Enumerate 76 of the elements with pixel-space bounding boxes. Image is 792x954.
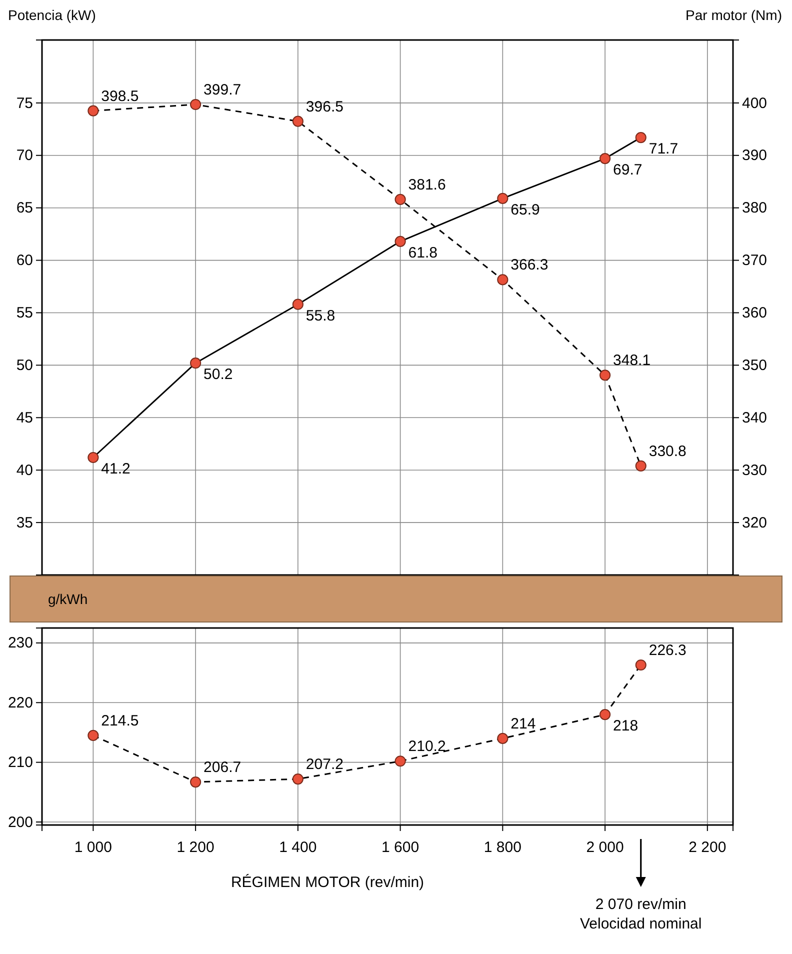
point (292, 773, 304, 785)
point (599, 370, 611, 381)
data-label: 381.6 (408, 176, 446, 194)
y2-tick-label: 350 (742, 356, 768, 374)
y-tick-label: 45 (16, 409, 33, 426)
data-label: 399.7 (204, 82, 242, 99)
y2-tick-label: 390 (742, 147, 768, 164)
point (190, 358, 202, 369)
point (292, 298, 304, 310)
data-label: 41.2 (101, 460, 130, 478)
point (292, 116, 304, 127)
y-tick-label: 50 (16, 356, 33, 374)
y-tick-label: 75 (16, 94, 33, 112)
y-tick-label: 55 (16, 304, 33, 322)
point (190, 98, 202, 110)
y-tick-label: 35 (16, 514, 33, 532)
data-label: 71.7 (648, 140, 678, 158)
point (635, 132, 646, 144)
point (88, 452, 99, 464)
y-axis-title: Potencia (kW) (8, 7, 96, 23)
point (88, 105, 99, 116)
x-tick-label: 2 200 (688, 839, 726, 856)
data-label: 218 (613, 718, 638, 735)
data-label: 61.8 (408, 244, 438, 262)
x-tick-label: 1 600 (382, 839, 420, 856)
data-label: 206.7 (204, 759, 242, 776)
x-tick-label: 1 200 (176, 839, 214, 856)
x-tick-label: 1 400 (279, 839, 317, 856)
point (599, 153, 611, 164)
y2-tick-label: 370 (742, 252, 768, 270)
y2-tick-label: 360 (742, 304, 768, 322)
point (635, 460, 646, 472)
data-label: 69.7 (613, 162, 642, 179)
x-tick-label: 1 800 (484, 839, 522, 856)
y2-tick-label: 400 (742, 94, 768, 112)
x-axis-title: RÉGIMEN MOTOR (rev/min) (230, 873, 424, 891)
y-tick-label: 210 (8, 754, 33, 772)
point (635, 659, 646, 671)
point (394, 236, 406, 247)
data-label: 214 (510, 715, 536, 732)
y-tick-label: 200 (8, 814, 33, 831)
data-label: 348.1 (613, 352, 651, 370)
y-tick-label: 220 (8, 694, 33, 712)
data-label: 330.8 (648, 442, 686, 460)
point (497, 732, 508, 744)
data-label: 366.3 (510, 256, 548, 274)
data-label: 50.2 (204, 366, 233, 384)
data-label: 398.5 (101, 88, 139, 105)
y-axis-title: g/kWh (48, 591, 88, 607)
point (88, 730, 99, 741)
data-label: 214.5 (101, 712, 139, 730)
y-tick-label: 40 (16, 462, 33, 479)
y-tick-label: 60 (16, 252, 33, 270)
point (497, 192, 508, 204)
point (394, 194, 406, 205)
y-tick-label: 230 (8, 634, 33, 652)
data-label: 55.8 (306, 307, 336, 324)
text: 2 070 rev/min Velocidad nominal (580, 896, 702, 932)
data-label: 65.9 (510, 201, 540, 218)
data-label: 396.5 (306, 98, 344, 116)
point (394, 756, 406, 767)
x-tick-label: 1 000 (74, 839, 112, 856)
x-tick-label: 2 000 (586, 839, 624, 856)
data-label: 207.2 (306, 756, 344, 774)
point (190, 776, 202, 788)
y2-tick-label: 340 (742, 409, 768, 426)
y2-tick-label: 380 (742, 200, 768, 217)
data-label: 226.3 (648, 642, 686, 660)
point (599, 709, 611, 720)
data-label: 210.2 (408, 738, 446, 756)
y-tick-label: 65 (16, 200, 33, 217)
y2-tick-label: 330 (742, 462, 768, 479)
y2-tick-label: 320 (742, 514, 768, 532)
y2-axis-title: Par motor (Nm) (686, 7, 782, 23)
y-tick-label: 70 (16, 147, 33, 164)
point (497, 274, 508, 286)
